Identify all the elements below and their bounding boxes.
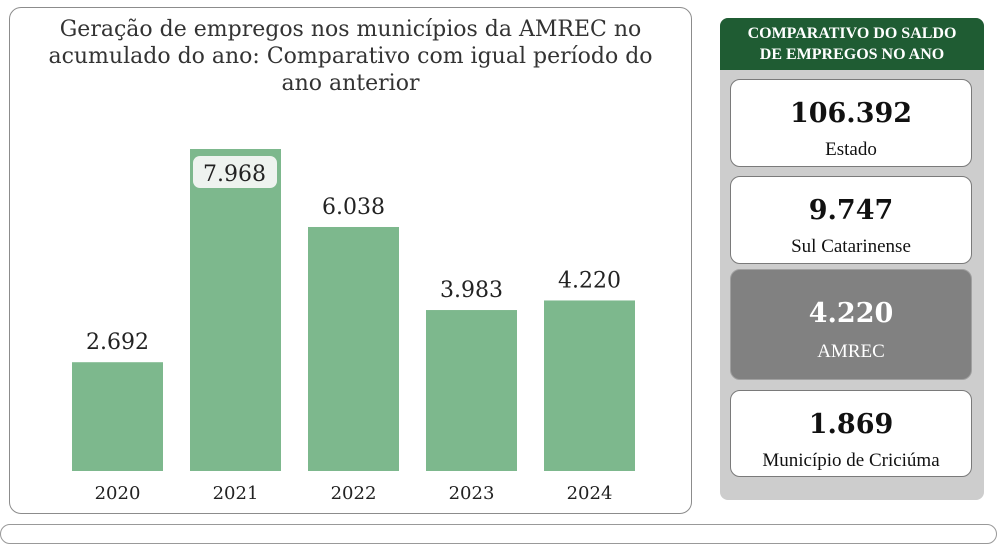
x-tick-label-2024: 2024 — [567, 483, 613, 504]
x-tick-label-2022: 2022 — [331, 483, 377, 504]
bar-2024 — [544, 300, 635, 471]
chart-panel: Geração de empregos nos municípios da AM… — [9, 7, 692, 514]
card-criciuma: 1.869 Município de Criciúma — [730, 390, 972, 477]
card-label: AMREC — [817, 341, 885, 362]
card-label: Sul Catarinense — [791, 236, 911, 257]
header-line-2: DE EMPREGOS NO ANO — [759, 46, 945, 63]
bar-2023 — [426, 310, 517, 471]
bar-2021 — [190, 149, 281, 471]
card-value: 9.747 — [808, 195, 894, 226]
data-label-2022: 6.038 — [322, 195, 385, 220]
x-tick-label-2023: 2023 — [449, 483, 495, 504]
chart-title: Geração de empregos nos municípios da AM… — [48, 17, 653, 96]
data-label-2024: 4.220 — [558, 268, 621, 293]
data-label-background — [193, 156, 277, 188]
bar-chart: 2.692 2020 7.968 2021 6.038 2022 3.983 2023 4.22… — [72, 149, 635, 504]
card-value: 106.392 — [789, 98, 913, 129]
card-label: Estado — [825, 139, 877, 160]
saldo-panel-header: COMPARATIVO DO SALDO DE EMPREGOS NO ANO — [720, 18, 984, 70]
data-label-2021: 7.968 — [203, 162, 266, 187]
header-line-1: COMPARATIVO DO SALDO — [747, 25, 957, 42]
bottom-panel-edge — [0, 524, 997, 544]
card-sul-catarinense: 9.747 Sul Catarinense — [730, 176, 972, 264]
bar-2022 — [308, 226, 399, 471]
x-tick-label-2020: 2020 — [95, 483, 141, 504]
card-label: Município de Criciúma — [762, 450, 940, 471]
x-tick-label-2021: 2021 — [213, 483, 259, 504]
card-value: 4.220 — [808, 298, 894, 329]
card-amrec: 4.220 AMREC — [730, 269, 972, 380]
card-value: 1.869 — [808, 409, 894, 440]
data-label-2023: 3.983 — [440, 278, 503, 303]
bar-2020 — [72, 362, 163, 471]
data-label-2020: 2.692 — [86, 330, 149, 355]
saldo-comparison-panel: COMPARATIVO DO SALDO DE EMPREGOS NO ANO … — [720, 18, 984, 500]
card-estado: 106.392 Estado — [730, 79, 972, 167]
